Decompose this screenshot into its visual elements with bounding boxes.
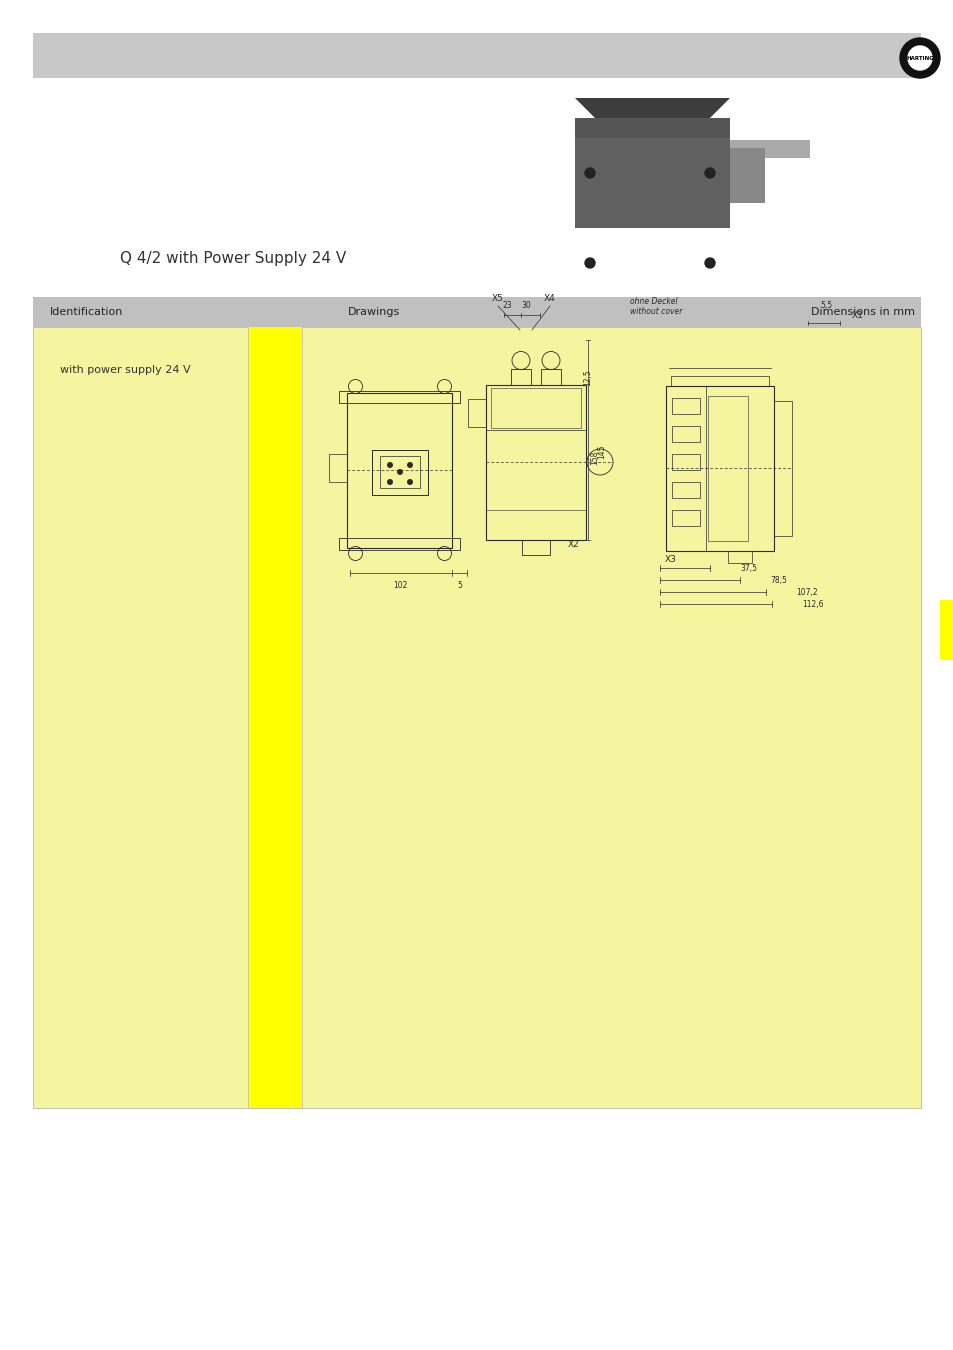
Text: HARTING: HARTING xyxy=(905,55,933,61)
Text: 12,5: 12,5 xyxy=(582,370,592,386)
Text: 158: 158 xyxy=(589,451,598,466)
Bar xyxy=(33,32,920,78)
Circle shape xyxy=(584,167,595,178)
Text: 112,6: 112,6 xyxy=(801,599,822,609)
Text: X3: X3 xyxy=(664,555,677,564)
Text: 5,5: 5,5 xyxy=(820,301,831,310)
Circle shape xyxy=(584,258,595,269)
Bar xyxy=(665,386,773,551)
Text: 107,2: 107,2 xyxy=(795,587,817,597)
Bar xyxy=(491,387,580,428)
Text: 23: 23 xyxy=(501,301,511,310)
Bar xyxy=(707,396,747,540)
Bar xyxy=(468,398,485,427)
Bar xyxy=(540,369,560,385)
Bar xyxy=(511,369,531,385)
Circle shape xyxy=(407,462,413,468)
Circle shape xyxy=(704,258,714,269)
Bar xyxy=(339,390,460,402)
Polygon shape xyxy=(575,99,729,117)
Bar xyxy=(671,425,700,441)
Bar xyxy=(729,148,764,202)
Bar xyxy=(485,385,585,540)
Text: X1: X1 xyxy=(851,310,863,320)
Circle shape xyxy=(704,167,714,178)
Text: without cover: without cover xyxy=(629,306,681,316)
Bar xyxy=(671,397,700,413)
Bar xyxy=(773,401,791,536)
Text: 145: 145 xyxy=(597,444,605,459)
Text: 102: 102 xyxy=(393,580,407,590)
Text: Identification: Identification xyxy=(50,306,123,317)
Bar xyxy=(248,327,302,1108)
Circle shape xyxy=(899,38,939,78)
Text: ohne Deckel: ohne Deckel xyxy=(629,297,677,306)
Circle shape xyxy=(907,46,931,70)
Text: with power supply 24 V: with power supply 24 V xyxy=(60,364,191,375)
Bar xyxy=(33,327,920,1108)
Bar xyxy=(939,599,953,660)
Text: 5: 5 xyxy=(457,580,462,590)
Circle shape xyxy=(387,462,393,468)
Bar xyxy=(379,456,419,487)
Bar xyxy=(670,375,768,386)
Bar xyxy=(575,117,729,228)
Bar xyxy=(521,540,550,555)
Text: X4: X4 xyxy=(543,294,556,302)
Text: Q 4/2 with Power Supply 24 V: Q 4/2 with Power Supply 24 V xyxy=(120,251,346,266)
Text: X5: X5 xyxy=(492,294,503,302)
Bar xyxy=(727,551,751,563)
Bar xyxy=(671,482,700,498)
Text: 78,5: 78,5 xyxy=(769,575,786,585)
Bar xyxy=(372,450,428,495)
Bar xyxy=(339,537,460,549)
Circle shape xyxy=(387,479,393,485)
Text: Dimensions in mm: Dimensions in mm xyxy=(810,306,914,317)
Bar xyxy=(329,454,347,482)
Text: 37,5: 37,5 xyxy=(740,563,757,572)
Text: 30: 30 xyxy=(520,301,530,310)
Bar xyxy=(33,297,920,327)
Text: X2: X2 xyxy=(567,540,579,549)
Bar xyxy=(729,140,809,158)
Bar xyxy=(347,393,452,548)
Circle shape xyxy=(407,479,413,485)
Bar xyxy=(671,454,700,470)
Bar xyxy=(575,138,729,228)
Text: Drawings: Drawings xyxy=(348,306,400,317)
Circle shape xyxy=(396,468,402,475)
Bar xyxy=(671,509,700,525)
